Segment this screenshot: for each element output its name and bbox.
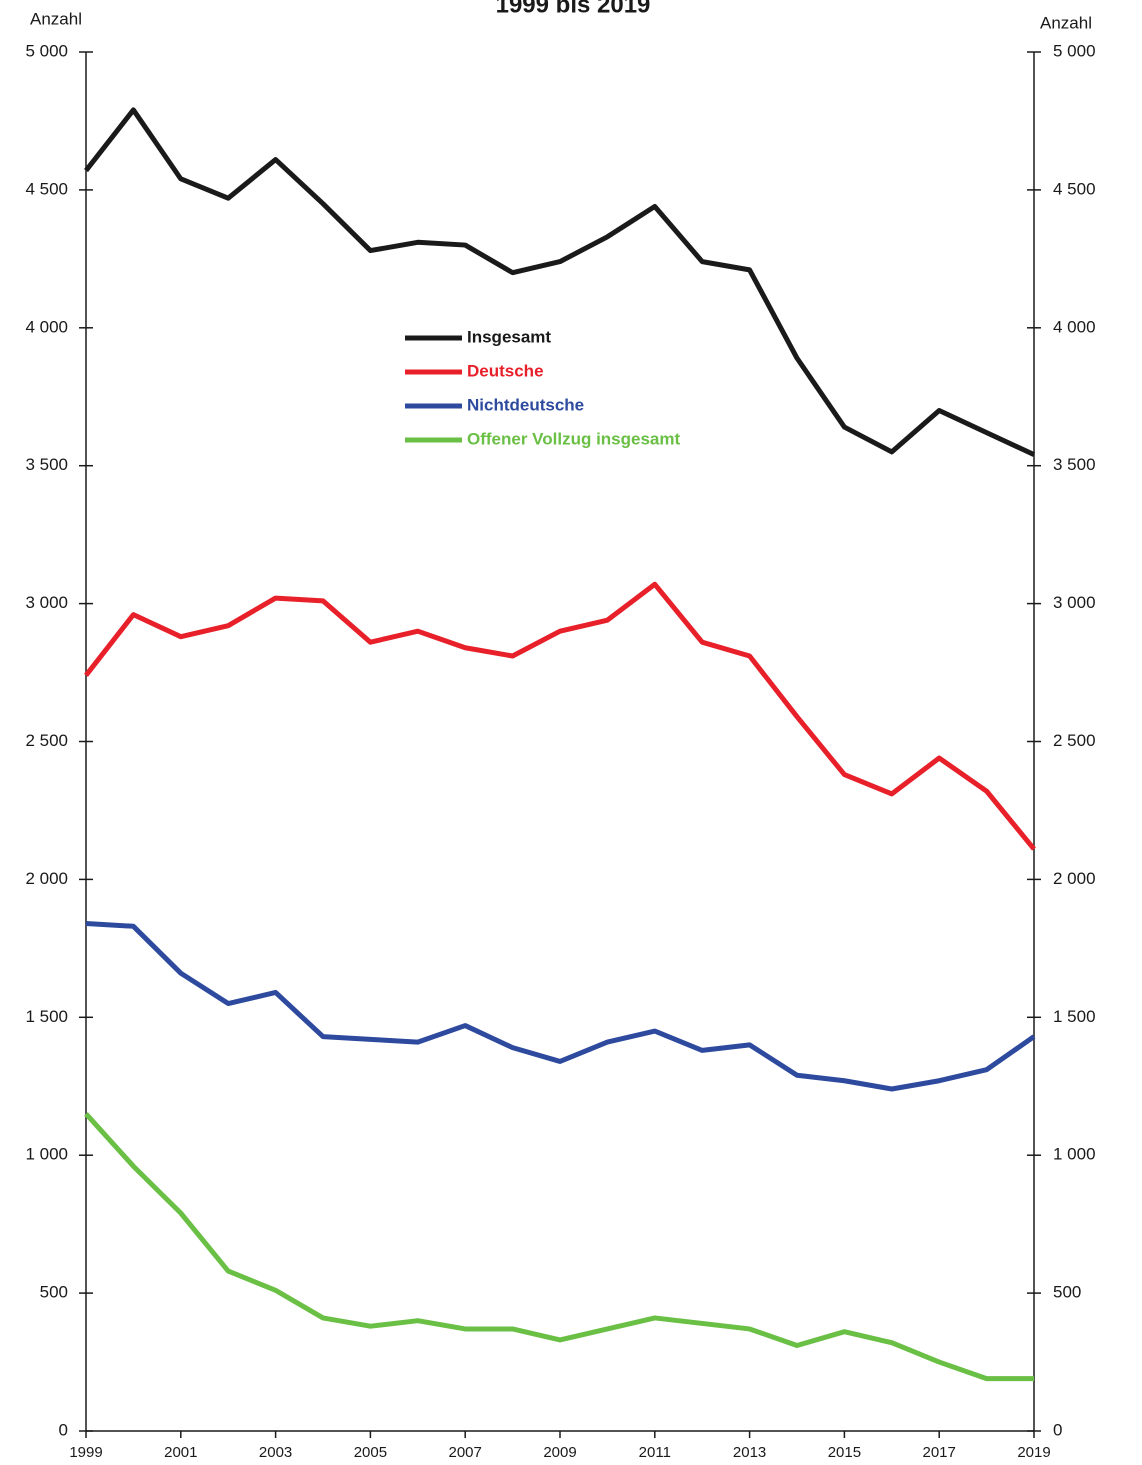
y2-tick-label: 3 500 [1053,455,1096,474]
y-tick-label: 3 000 [25,593,68,612]
y-tick-label: 3 500 [25,455,68,474]
y-tick-label: 1 500 [25,1007,68,1026]
y-axis-label: Anzahl [30,9,82,28]
x-tick-label: 2011 [639,1444,671,1461]
x-tick-label: 2005 [354,1444,387,1461]
y-tick-label: 4 000 [25,317,68,336]
y-tick-label: 0 [59,1420,68,1439]
x-tick-label: 2019 [1017,1444,1050,1461]
x-tick-label: 2001 [164,1444,197,1461]
series-line [84,581,1036,851]
legend-label: Nichtdeutsche [467,395,584,414]
y2-axis-label: Anzahl [1040,13,1092,32]
legend-label: Insgesamt [467,327,551,346]
y2-tick-label: 1 000 [1053,1145,1096,1164]
y2-tick-label: 2 500 [1053,731,1096,750]
y-tick-label: 4 500 [25,179,68,198]
series-line [84,1112,1034,1382]
y-tick-label: 1 000 [25,1145,68,1164]
y-tick-label: 5 000 [25,41,68,60]
x-tick-label: 2003 [259,1444,292,1461]
legend-label: Offener Vollzug insgesamt [467,429,681,448]
x-tick-label: 2007 [449,1444,482,1461]
y2-tick-label: 0 [1053,1420,1062,1439]
x-tick-label: 2013 [733,1444,766,1461]
series-line [85,921,1036,1092]
legend-label: Deutsche [467,361,544,380]
chart-title: 1999 bis 2019 [496,0,651,18]
y-tick-label: 500 [40,1283,68,1302]
y-tick-label: 2 000 [25,869,68,888]
x-tick-label: 2015 [828,1444,861,1461]
y2-tick-label: 500 [1053,1283,1081,1302]
y2-tick-label: 2 000 [1053,869,1096,888]
y2-tick-label: 3 000 [1053,593,1096,612]
x-tick-label: 2009 [543,1444,576,1461]
series-line [84,107,1036,457]
y2-tick-label: 5 000 [1053,41,1096,60]
y2-tick-label: 4 000 [1053,317,1096,336]
y2-tick-label: 1 500 [1053,1007,1096,1026]
y-tick-label: 2 500 [25,731,68,750]
x-tick-label: 1999 [69,1444,102,1461]
y2-tick-label: 4 500 [1053,179,1096,198]
x-tick-label: 2017 [923,1444,956,1461]
